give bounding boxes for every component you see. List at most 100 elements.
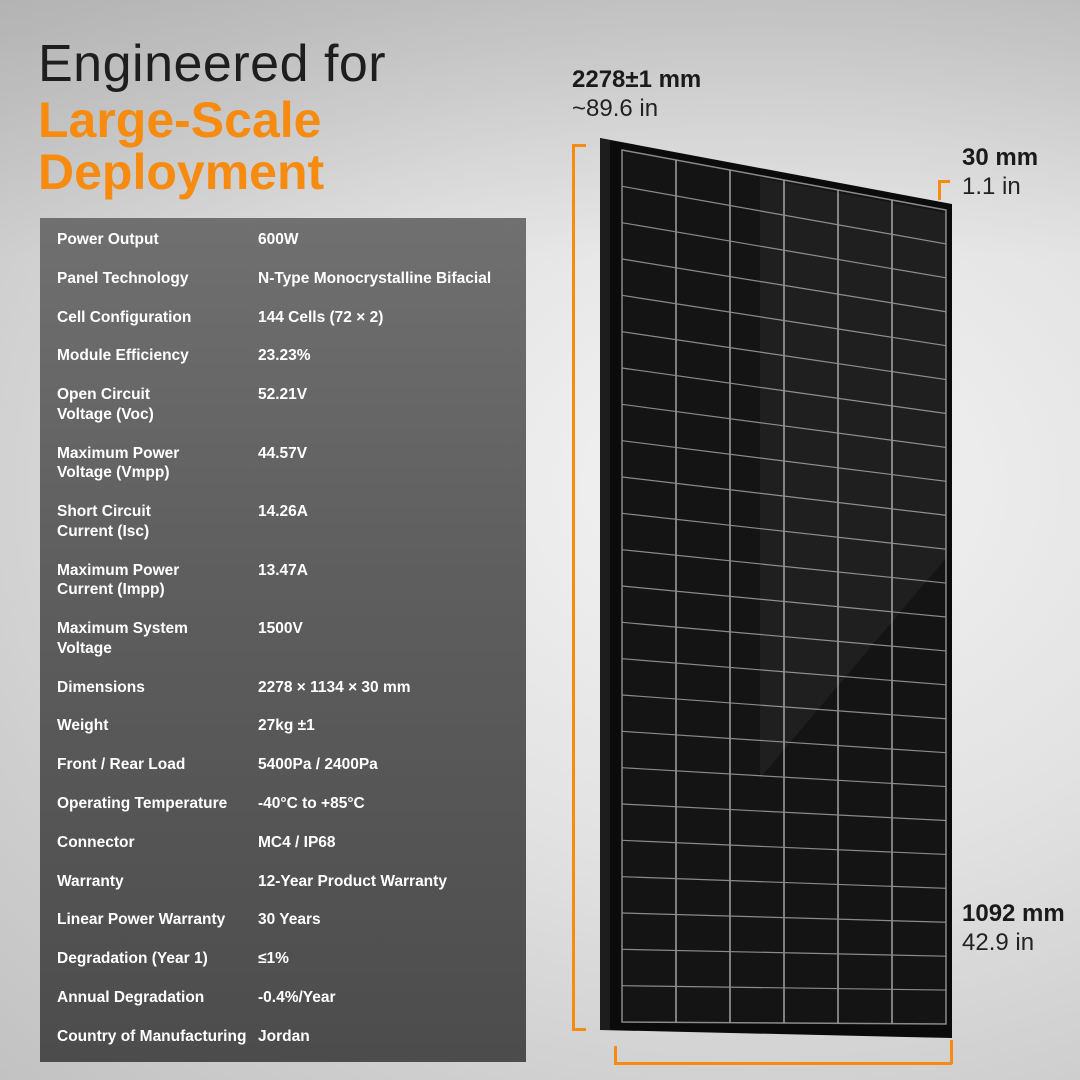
spec-row: Cell Configuration 144 Cells (72 × 2) <box>40 308 526 347</box>
width-measure-cap-left <box>614 1046 617 1064</box>
page-title: Engineered for Large-Scale Deployment <box>38 34 386 198</box>
spec-value: -40°C to +85°C <box>258 795 365 813</box>
spec-value: 23.23% <box>258 347 311 365</box>
cell-row-line <box>621 585 947 618</box>
height-measure-line <box>572 144 575 1030</box>
spec-label: Weight <box>57 717 109 735</box>
cell-row-line <box>621 730 947 754</box>
spec-row: Annual Degradation -0.4%/Year <box>40 988 526 1027</box>
spec-value: 1500V <box>258 620 303 638</box>
width-measure-line <box>614 1062 952 1065</box>
spec-row: Warranty 12-Year Product Warranty <box>40 872 526 911</box>
title-line-1: Engineered for <box>38 35 387 93</box>
width-mm: 1092 mm <box>962 900 1065 927</box>
cell-row-line <box>621 876 947 889</box>
cell-row-line <box>621 839 947 856</box>
spec-table: Power Output 600W Panel Technology N-Type M… <box>40 218 526 1062</box>
spec-label: Maximum System Voltage <box>57 620 188 657</box>
spec-label: Short Circuit Current (Isc) <box>57 503 151 540</box>
spec-value: 2278 × 1134 × 30 mm <box>258 678 411 696</box>
panel-frame-edge <box>600 138 610 1030</box>
cell-row-line <box>621 985 947 991</box>
height-measure-cap-bottom <box>572 1028 586 1031</box>
spec-value: 30 Years <box>258 911 321 929</box>
spec-value: 5400Pa / 2400Pa <box>258 756 378 774</box>
height-mm: 2278±1 mm <box>572 66 702 93</box>
spec-value: 12-Year Product Warranty <box>258 872 447 890</box>
spec-value: 44.57V <box>258 444 308 462</box>
thickness-in: 1.1 in <box>962 173 1021 200</box>
cell-row-line <box>621 185 947 245</box>
spec-label: Cell Configuration <box>57 308 192 326</box>
spec-row: Weight 27kg ±1 <box>40 716 526 755</box>
spec-row: Panel Technology N-Type Monocrystalline B… <box>40 269 526 308</box>
spec-label: Power Output <box>57 231 159 248</box>
spec-label: Connector <box>57 833 135 851</box>
thickness-measure-top <box>938 180 950 183</box>
spec-value: -0.4%/Year <box>258 989 336 1007</box>
cell-row-line <box>621 512 947 550</box>
spec-label: Annual Degradation <box>57 989 205 1007</box>
cell-row-line <box>621 694 947 720</box>
width-dimension: 1092 mm 42.9 in <box>962 900 1065 958</box>
spec-row: Short Circuit Current (Isc) 14.26A <box>40 502 526 561</box>
spec-value: 600W <box>258 231 299 248</box>
cell-row-line <box>621 621 947 652</box>
cell-row-line <box>621 294 947 347</box>
cell-row-line <box>621 403 947 449</box>
spec-label: Degradation (Year 1) <box>57 950 208 968</box>
title-line-2: Large-Scale <box>38 92 322 148</box>
spec-label: Warranty <box>57 872 124 890</box>
spec-row: Front / Rear Load 5400Pa / 2400Pa <box>40 755 526 794</box>
spec-row: Connector MC4 / IP68 <box>40 833 526 872</box>
solar-panel-image <box>600 138 960 1038</box>
spec-label: Operating Temperature <box>57 795 228 813</box>
spec-value: 14.26A <box>258 503 308 521</box>
spec-row: Linear Power Warranty 30 Years <box>40 910 526 949</box>
spec-row: Operating Temperature -40°C to +85°C <box>40 794 526 833</box>
spec-label: Front / Rear Load <box>57 756 186 774</box>
spec-label: Dimensions <box>57 678 145 696</box>
height-measure-cap-top <box>572 144 586 147</box>
cell-row-line <box>621 331 947 381</box>
cell-row-line <box>621 222 947 279</box>
height-in: ~89.6 in <box>572 95 659 122</box>
cell-row-line <box>621 658 947 686</box>
spec-label: Maximum Power Current (Impp) <box>57 561 180 599</box>
solar-panel-graphic <box>600 138 952 1038</box>
spec-row: Maximum Power Voltage (Vmpp) 44.57V <box>40 444 526 503</box>
spec-value: ≤1% <box>258 950 289 968</box>
spec-label: Linear Power Warranty <box>57 911 226 929</box>
width-in: 42.9 in <box>962 929 1035 956</box>
spec-label: Country of Manufacturing <box>57 1027 247 1045</box>
cell-row-line <box>621 258 947 313</box>
spec-label: Maximum Power Voltage (Vmpp) <box>57 444 180 482</box>
cell-row-line <box>621 912 947 923</box>
spec-value: 27kg ±1 <box>258 717 315 735</box>
spec-label: Open Circuit Voltage (Voc) <box>57 386 154 423</box>
panel-sheen <box>760 178 946 778</box>
thickness-mm: 30 mm <box>962 144 1039 171</box>
cell-row-line <box>621 440 947 482</box>
cell-row-line <box>621 476 947 516</box>
spec-row: Maximum Power Current (Impp) 13.47A <box>40 561 526 620</box>
spec-value: MC4 / IP68 <box>258 833 336 851</box>
spec-value: 52.21V <box>258 386 308 404</box>
cell-row-line <box>621 948 947 957</box>
height-dimension: 2278±1 mm ~89.6 in <box>572 66 701 124</box>
thickness-measure-left <box>938 180 941 200</box>
width-measure-cap-right <box>950 1040 953 1064</box>
spec-row: Country of Manufacturing Jordan <box>40 1027 526 1066</box>
spec-row: Open Circuit Voltage (Voc) 52.21V <box>40 385 526 444</box>
spec-row: Dimensions 2278 × 1134 × 30 mm <box>40 678 526 717</box>
spec-label: Module Efficiency <box>57 347 189 365</box>
thickness-dimension: 30 mm 1.1 in <box>962 144 1038 202</box>
spec-value: N-Type Monocrystalline Bifacial <box>258 269 492 287</box>
cell-row-line <box>621 549 947 584</box>
title-line-3: Deployment <box>38 144 325 200</box>
spec-label: Panel Technology <box>57 269 189 287</box>
spec-value: 13.47A <box>258 561 308 579</box>
cell-row-line <box>621 803 947 822</box>
cell-row-line <box>621 367 947 415</box>
spec-value: 144 Cells (72 × 2) <box>258 308 384 326</box>
